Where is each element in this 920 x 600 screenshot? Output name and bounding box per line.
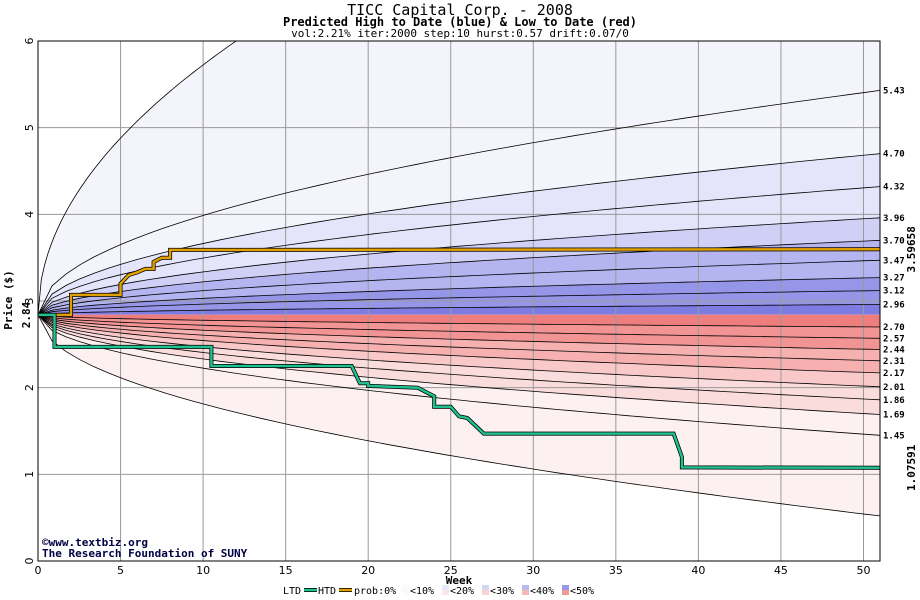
credit-line-2: The Research Foundation of SUNY	[42, 547, 248, 560]
level-label: 2.96	[883, 300, 905, 310]
level-label: 2.57	[883, 334, 905, 344]
y-tick-label: 2	[23, 384, 36, 391]
contour-line	[37, 277, 881, 316]
level-label: 2.31	[883, 357, 905, 367]
x-tick-label: 50	[856, 564, 870, 577]
series-line-ltd	[38, 313, 881, 470]
contour-line	[37, 314, 881, 328]
y-tick-label: 1	[23, 471, 36, 478]
legend-swatch-low	[562, 590, 569, 595]
legend-band-label: <40%	[530, 586, 554, 597]
x-ticks: 0 5 10 15 20 25 30 35 40 45 50	[35, 564, 871, 577]
level-label: 3.47	[883, 256, 905, 266]
contour-line	[37, 314, 881, 436]
y-axis-label: Price ($)	[2, 270, 15, 330]
contour-line	[37, 314, 881, 401]
legend-swatch-low	[402, 590, 409, 595]
legend-band-label: <50%	[570, 586, 594, 597]
contour-line	[37, 186, 881, 316]
level-label: 3.70	[883, 236, 905, 246]
y-tick-label: 4	[23, 211, 36, 218]
level-label: 1.45	[883, 431, 905, 441]
x-tick-label: 40	[691, 564, 705, 577]
x-tick-label: 5	[117, 564, 124, 577]
y-tick-label: 5	[23, 124, 36, 131]
legend-htd-label: HTD	[318, 586, 336, 597]
contour-line	[37, 90, 881, 316]
level-label: 4.32	[883, 183, 905, 193]
x-tick-label: 10	[196, 564, 210, 577]
legend-swatch-low	[482, 590, 489, 595]
chart-title: TICC Capital Corp. - 2008	[347, 1, 573, 19]
level-label: 4.70	[883, 150, 905, 160]
level-label: 3.27	[883, 274, 905, 284]
contour-line	[37, 304, 881, 316]
level-label: 1.69	[883, 411, 905, 421]
x-tick-label: 15	[279, 564, 293, 577]
contour-line	[37, 314, 881, 415]
ltd-final-label: 1.07591	[905, 444, 918, 491]
contour-line	[37, 314, 881, 517]
x-tick-label: 0	[35, 564, 42, 577]
legend-band-label: <10%	[410, 586, 434, 597]
legend-swatch-low	[522, 590, 529, 595]
legend-swatch-high	[442, 585, 449, 590]
right-labels: 5.43 4.70 4.32 3.96 3.70 3.47 3.27 3.12 2.96 2.70…	[883, 86, 905, 441]
level-label: 2.17	[883, 369, 905, 379]
y-tick-label: 3	[23, 298, 36, 305]
plot-frame	[37, 40, 881, 562]
legend-band-label: <20%	[450, 586, 474, 597]
legend-ltd-label: LTD	[283, 586, 301, 597]
legend-swatch-high	[562, 585, 569, 590]
level-label: 1.86	[883, 396, 905, 406]
legend-swatch-low	[442, 590, 449, 595]
x-tick-label: 20	[361, 564, 375, 577]
series-line-htd	[38, 248, 881, 317]
level-label: 5.43	[883, 86, 905, 96]
level-label: 2.44	[883, 346, 905, 356]
chart-subtitle: Predicted High to Date (blue) & Low to D…	[283, 15, 637, 29]
contour-line	[37, 40, 880, 315]
contour-line	[37, 314, 881, 388]
low-band	[38, 314, 880, 327]
legend-swatch-high	[522, 585, 529, 590]
x-tick-label: 30	[526, 564, 540, 577]
contour-line	[37, 314, 881, 339]
y-ticks: 0 1 2 3 4 5 6	[23, 38, 36, 565]
contour-line	[37, 314, 881, 374]
x-tick-label: 45	[774, 564, 788, 577]
contour-line	[37, 290, 881, 316]
level-label: 3.12	[883, 287, 905, 297]
start-price-label: 2.84	[20, 301, 33, 328]
contour-line	[37, 314, 881, 362]
contour-line	[37, 259, 881, 316]
probability-bands	[38, 41, 880, 516]
contour-line	[37, 239, 881, 316]
level-label: 3.96	[883, 214, 905, 224]
contour-line	[37, 217, 881, 316]
level-label: 2.70	[883, 323, 905, 333]
high-band	[38, 304, 880, 315]
x-tick-label: 35	[609, 564, 623, 577]
legend-band-label: <30%	[490, 586, 514, 597]
chart-params: vol:2.21% iter:2000 step:10 hurst:0.57 d…	[291, 27, 629, 40]
legend: LTD HTD prob:0% <10% <20% <30% <40% <50%	[283, 585, 594, 597]
y-tick-label: 0	[23, 558, 36, 565]
legend-swatch-high	[482, 585, 489, 590]
x-tick-label: 25	[444, 564, 458, 577]
credit-line-1: ©www.textbiz.org	[42, 536, 148, 549]
y-tick-label: 6	[23, 38, 36, 45]
x-axis-label: Week	[446, 574, 473, 587]
htd-final-label: 3.59658	[905, 226, 918, 272]
series-lines	[38, 247, 881, 470]
legend-swatch-high	[402, 585, 409, 590]
legend-prob-label: prob:0%	[354, 586, 396, 597]
level-label: 2.01	[883, 383, 905, 393]
contour-line	[37, 314, 881, 350]
